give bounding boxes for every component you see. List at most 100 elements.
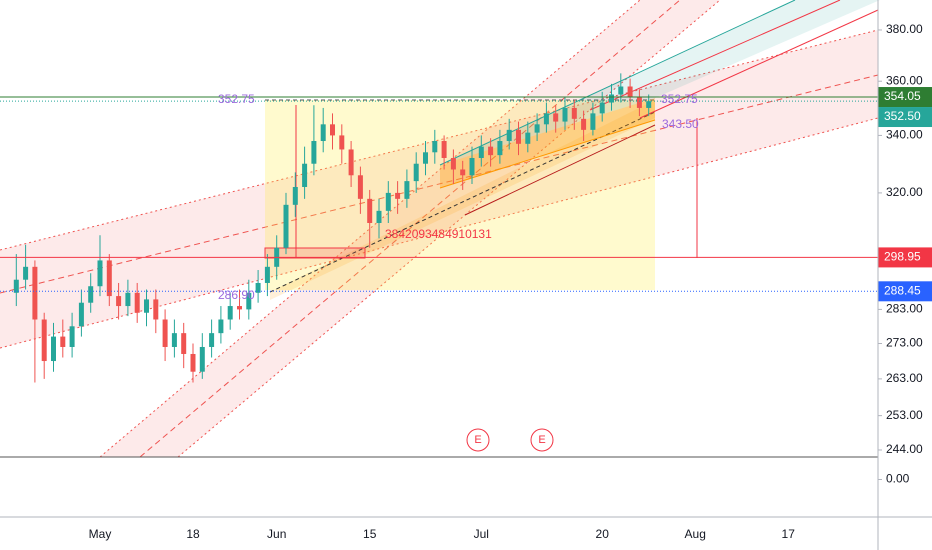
annotation: 343.50: [662, 117, 699, 131]
x-tick-label: 18: [186, 527, 200, 541]
candle-body: [181, 333, 187, 354]
steep-edge: [177, 0, 721, 458]
y-tick-label: 360.00: [886, 73, 923, 87]
candle-body: [144, 299, 149, 313]
candle-body: [553, 113, 559, 122]
y-tick-label: 263.00: [886, 371, 923, 385]
candle-body: [348, 149, 354, 176]
candle-body: [106, 260, 112, 297]
annotation: 352.75: [218, 92, 255, 106]
x-tick-label: Aug: [685, 527, 706, 541]
candle-body: [60, 336, 66, 347]
candle-body: [246, 292, 252, 310]
orange-channel: [440, 98, 655, 188]
candle-body: [153, 299, 159, 320]
candle-body: [543, 113, 549, 125]
annotation: 352.75: [661, 92, 698, 106]
y-tick-label: 244.00: [886, 442, 923, 456]
candle-body: [51, 336, 56, 362]
candle-body: [618, 86, 624, 95]
candle-body: [423, 152, 428, 164]
channel-edge: [0, 29, 879, 251]
candle-body: [23, 266, 29, 280]
orange-edge: [439, 119, 656, 189]
candle-body: [88, 286, 94, 303]
candle-body: [646, 101, 652, 108]
price-badge: [878, 281, 932, 302]
candle-body: [32, 266, 38, 320]
candle-body: [264, 266, 270, 283]
candle-body: [534, 124, 540, 133]
candle-body: [460, 169, 466, 176]
candle-body: [311, 141, 317, 164]
candle-body: [190, 353, 196, 372]
candle-body: [488, 146, 494, 156]
candle-body: [395, 192, 401, 199]
candle-body: [432, 141, 438, 153]
y-tick-label: 253.00: [886, 408, 923, 422]
x-tick-label: Jul: [474, 527, 489, 541]
x-tick-label: Jun: [267, 527, 286, 541]
candle-body: [516, 129, 521, 144]
candle-body: [237, 306, 242, 310]
price-badge-label: 298.95: [884, 250, 921, 264]
small-box: [264, 247, 366, 259]
event-label[interactable]: E: [474, 434, 481, 446]
x-tick-label: May: [89, 527, 112, 541]
candle-body: [636, 97, 642, 108]
candle-body: [302, 163, 308, 187]
candle-body: [255, 282, 261, 293]
steep-mid: [139, 0, 681, 458]
candle-body: [376, 210, 382, 223]
candle-body: [209, 333, 215, 347]
price-badge: [878, 87, 932, 108]
candle-body: [116, 296, 122, 307]
event-label[interactable]: E: [538, 434, 545, 446]
candle-body: [506, 129, 512, 142]
price-badge: [878, 247, 932, 268]
candle-body: [227, 306, 233, 320]
channel-mid: [0, 74, 879, 294]
candle-body: [41, 319, 47, 362]
y-tick-label: 283.00: [886, 302, 923, 316]
candle-body: [478, 146, 484, 158]
x-tick-label: 15: [363, 527, 377, 541]
y-tick-label: 380.00: [886, 22, 923, 36]
event-icon[interactable]: [466, 428, 490, 452]
candle-body: [562, 107, 568, 122]
annotation: 3842093484910131: [385, 227, 492, 241]
candle-body: [581, 118, 587, 130]
candle-body: [627, 86, 633, 98]
candle-body: [339, 135, 345, 150]
candle-body: [385, 192, 391, 211]
candle-body: [404, 181, 410, 199]
overlay: 354.05 352.50 298.95 288.45: [0, 87, 932, 302]
candle-body: [292, 186, 298, 205]
candle-body: [218, 319, 224, 334]
candle-body: [125, 292, 131, 307]
candle-body: [283, 204, 289, 248]
candle-body: [320, 124, 326, 142]
candle-body: [97, 260, 103, 287]
candle-body: [441, 141, 447, 158]
candles: [13, 73, 652, 383]
red-line: [639, 9, 879, 119]
candle-body: [450, 157, 456, 170]
y-tick-label: 273.00: [886, 336, 923, 350]
candle-body: [525, 132, 531, 144]
candle-body: [590, 113, 596, 130]
event-icon[interactable]: [530, 428, 554, 452]
candle-body: [171, 333, 177, 347]
teal-edge: [439, 0, 796, 166]
x-tick-label: 20: [596, 527, 610, 541]
price-badge-label: 354.05: [884, 89, 921, 103]
candle-body: [599, 102, 605, 114]
red-line: [464, 124, 656, 216]
price-badge: [878, 107, 932, 128]
candle-body: [78, 302, 84, 327]
candle-body: [469, 157, 475, 176]
teal-channel: [440, 0, 880, 165]
candle-body: [571, 107, 577, 119]
